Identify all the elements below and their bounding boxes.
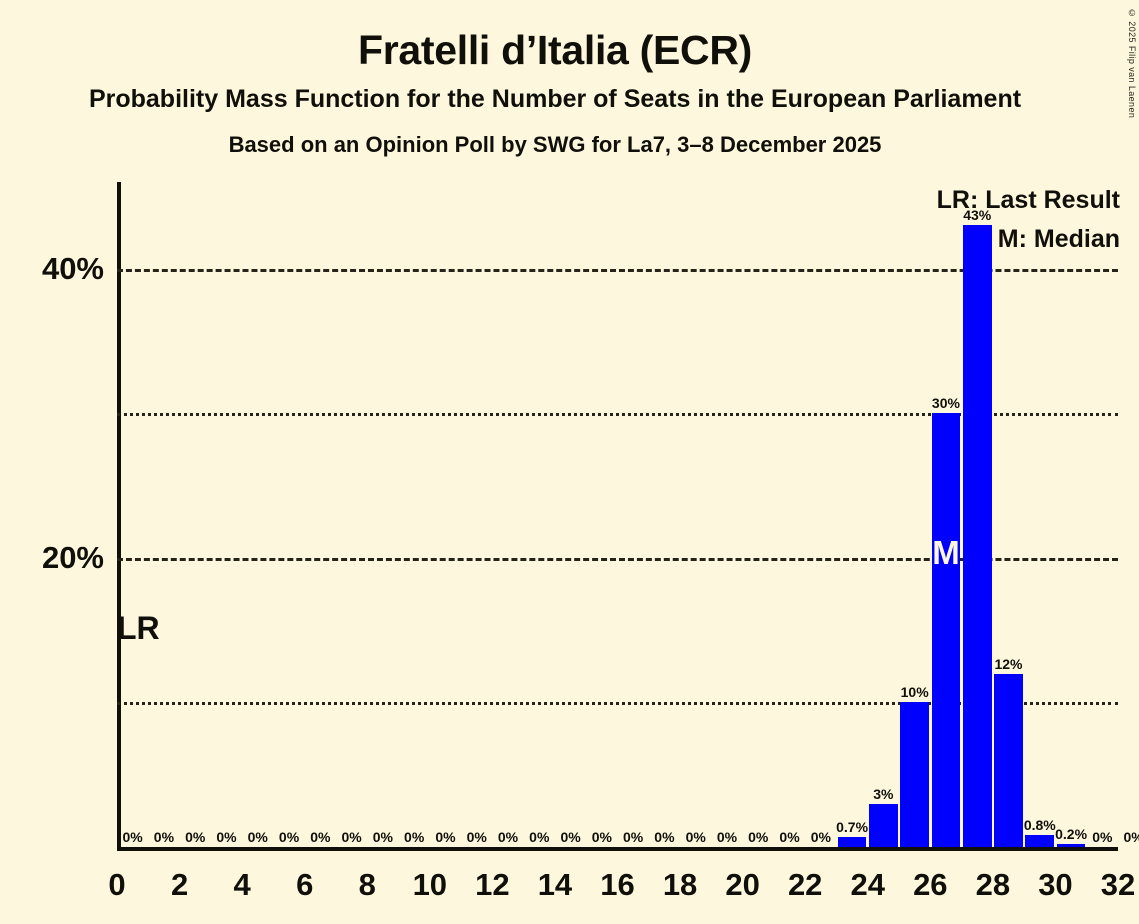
gridline-40 (117, 268, 1118, 272)
bar[interactable]: 0.7% (836, 819, 868, 847)
y-axis-line (117, 182, 121, 847)
bar-value-label: 0% (216, 829, 237, 845)
x-axis-line (117, 847, 1118, 851)
gridline-20 (117, 557, 1118, 561)
x-axis-tick-label: 32 (1100, 867, 1136, 902)
bar-value-label: 3% (873, 785, 894, 802)
x-axis-tick-label: 28 (975, 867, 1011, 902)
copyright-notice: © 2025 Filip van Laenen (1127, 8, 1137, 119)
x-axis-tick-label: 6 (296, 867, 314, 902)
legend-last-result: LR: Last Result (936, 186, 1120, 214)
x-axis-tick-label: 14 (537, 867, 573, 902)
bar-value-label: 0.8% (1023, 817, 1056, 834)
bar-value-label: 0% (247, 829, 268, 845)
bar-value-label: 10% (900, 684, 929, 701)
chart-source-subtitle: Based on an Opinion Poll by SWG for La7,… (228, 132, 882, 157)
bar-value-label: 0% (748, 829, 769, 845)
bar-value-label: 0% (529, 829, 550, 845)
bar[interactable]: 43% (962, 208, 992, 847)
bar[interactable]: 0.2% (1055, 827, 1087, 847)
legend-median: M: Median (997, 225, 1120, 253)
x-axis-tick-label: 2 (170, 867, 189, 902)
x-axis-tick-label: 20 (725, 867, 760, 902)
bar-value-label: 30% (931, 395, 960, 412)
bar-value-label: 0% (372, 829, 393, 845)
plot-area: 0% 0% 0% 0% 0% 0% 0% 0% 0% 0% 0% 0% 0% 0% 0% 0% 0% 0% 0% 0%… (117, 182, 1139, 851)
bar[interactable]: 10% (900, 685, 930, 847)
bar-value-label: 0% (466, 829, 487, 845)
x-axis-tick-label: 10 (412, 867, 448, 902)
bar-value-label: 0% (310, 829, 331, 845)
bar-value-label: 12% (994, 655, 1023, 672)
y-axis-tick-label: 20% (41, 539, 104, 575)
bar-value-label: 0% (591, 829, 612, 845)
bar-value-label: 0% (779, 829, 800, 845)
bar-value-label: 0% (278, 829, 300, 845)
y-axis-tick-label: 40% (41, 250, 104, 286)
bar-value-label: 0% (435, 829, 456, 845)
x-axis-tick-label: 4 (233, 867, 251, 902)
bar-value-label: 0.2% (1055, 826, 1088, 843)
chart-subtitle: Probability Mass Function for the Number… (88, 85, 1022, 113)
bar-value-label: 43% (963, 207, 992, 224)
x-axis-tick-label: 18 (662, 867, 698, 902)
bar-value-label: 0% (654, 829, 675, 845)
bar-value-label: 0% (560, 829, 581, 845)
title-block: Fratelli d’Italia (ECR) Probability Mass… (0, 0, 1110, 159)
bar-value-label: 0% (1092, 829, 1113, 845)
bar-value-label: 0% (185, 829, 206, 845)
x-axis-tick-label: 0 (108, 867, 126, 902)
x-axis-tick-label: 22 (787, 867, 823, 902)
bar[interactable]: 30% (931, 396, 961, 847)
x-axis-tick-label: 12 (475, 867, 510, 902)
bar-value-label: 0% (122, 829, 143, 845)
bar[interactable]: 0.8% (1024, 818, 1056, 847)
bar[interactable]: 12% (994, 656, 1023, 847)
bar-value-label: 0% (810, 829, 831, 845)
median-marker: M (932, 534, 960, 572)
bar-value-label: 0.7% (836, 818, 869, 835)
bar-value-label: 0% (153, 829, 175, 845)
bar-value-label: 0% (341, 829, 362, 845)
x-axis-tick-label: 8 (358, 867, 376, 902)
x-axis-tick-label: 26 (913, 867, 948, 902)
bar-value-label: 0% (623, 829, 644, 845)
bar-value-label: 0% (685, 829, 706, 845)
bar-value-label: 0% (716, 829, 738, 845)
bar-value-label: 0% (1123, 829, 1139, 845)
page-title: Fratelli d’Italia (ECR) (357, 27, 753, 73)
last-result-marker: LR (117, 610, 160, 646)
x-axis-tick-label: 24 (850, 867, 885, 902)
gridline-30 (117, 413, 1118, 417)
x-axis-tick-label: 16 (600, 867, 635, 902)
gridline-10 (117, 702, 1118, 706)
bar-value-label: 0% (404, 829, 425, 845)
bar-value-label: 0% (497, 829, 519, 845)
bar[interactable]: 3% (869, 786, 898, 847)
x-axis-tick-label: 30 (1038, 867, 1073, 902)
